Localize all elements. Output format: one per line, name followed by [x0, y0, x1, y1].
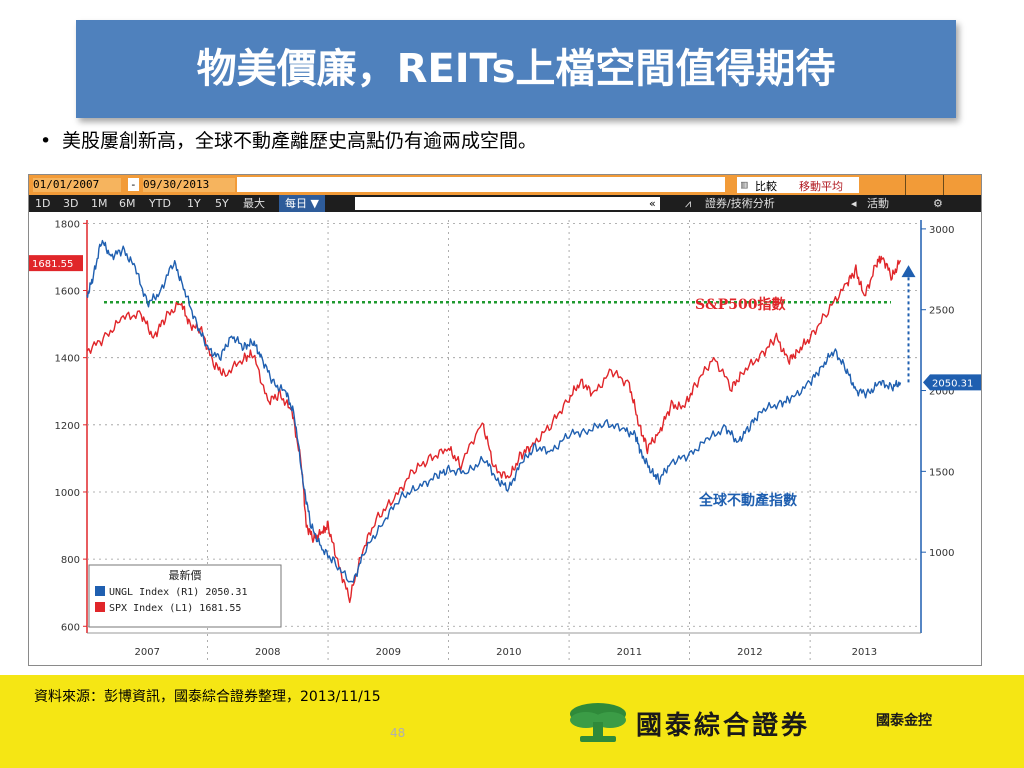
x-tick-label: 2011 — [617, 647, 642, 658]
price-chart: 600 800 1000 1200 1400 1600 1800 1000 1500 2000 25… — [29, 219, 981, 663]
source-note: 資料來源：彭博資訊，國泰綜合證券整理，2013/11/15 — [34, 689, 381, 705]
ungl-annotation: 全球不動產指數 — [698, 492, 797, 509]
period-1y-button[interactable]: 1Y — [187, 197, 201, 210]
page-number: 48 — [390, 726, 406, 740]
right-tick-label: 1500 — [929, 467, 954, 478]
brand-parent: 國泰金控 — [876, 713, 932, 729]
bullet-item: • 美股屢創新高，全球不動產離歷史高點仍有逾兩成空間。 — [40, 126, 537, 153]
period-1m-button[interactable]: 1M — [91, 197, 108, 210]
bullet-dot-icon: • — [40, 130, 52, 152]
compare-button[interactable]: 比較 — [755, 180, 777, 193]
footer-bar — [0, 675, 1024, 768]
bullet-text: 美股屢創新高，全球不動產離歷史高點仍有逾兩成空間。 — [62, 130, 538, 152]
analysis-button[interactable]: 證券/技術分析 — [705, 197, 775, 210]
legend-title: 最新價 — [169, 568, 202, 582]
right-current-value: 2050.31 — [932, 378, 973, 389]
left-current-value: 1681.55 — [32, 259, 73, 270]
legend-label: UNGL Index (R1) 2050.31 — [109, 587, 247, 598]
cathay-tree-logo-icon — [570, 703, 626, 742]
series-line-ungl — [86, 239, 902, 583]
legend-swatch — [95, 586, 105, 596]
left-tick-label: 1000 — [55, 488, 80, 499]
title-box: 物美價廉，REITs上檔空間值得期待 — [76, 20, 956, 118]
period-ytd-button[interactable]: YTD — [149, 197, 171, 210]
slide-title: 物美價廉，REITs上檔空間值得期待 — [196, 46, 836, 92]
activity-button[interactable]: 活動 — [867, 197, 889, 210]
legend-box — [88, 564, 282, 628]
left-tick-label: 600 — [61, 622, 80, 633]
right-tick-label: 3000 — [929, 225, 954, 236]
toolbar-blank-field — [355, 197, 660, 210]
left-tick-label: 800 — [61, 555, 80, 566]
spx-annotation: S&P500指數 — [695, 296, 786, 313]
period-3d-button[interactable]: 3D — [63, 197, 79, 210]
legend-label: SPX Index (L1) 1681.55 — [109, 603, 241, 614]
date-separator: - — [128, 178, 139, 191]
compare-icon: ▥ — [741, 178, 748, 191]
date-bar-blank — [237, 177, 725, 192]
toolbar-period-bar: 1D 3D 1M 6M YTD 1Y 5Y 最大 每日 ▼ « ⩘ 證券/技術分… — [29, 195, 981, 212]
frequency-dropdown[interactable]: 每日 ▼ — [279, 195, 325, 212]
left-tick-label: 1600 — [55, 287, 80, 298]
right-tick-label: 2500 — [929, 306, 954, 317]
x-tick-label: 2007 — [135, 647, 160, 658]
date-from-field[interactable]: 01/01/2007 — [33, 178, 121, 192]
analysis-chart-icon: ⩘ — [685, 197, 692, 210]
legend-swatch — [95, 602, 105, 612]
period-6m-button[interactable]: 6M — [119, 197, 136, 210]
right-tick-label: 2000 — [929, 387, 954, 398]
upside-arrow-icon — [901, 265, 916, 278]
settings-gear-icon[interactable]: ⚙ — [933, 197, 943, 210]
x-tick-label: 2010 — [496, 647, 521, 658]
period-1d-button[interactable]: 1D — [35, 197, 51, 210]
scroll-arrow-button[interactable]: « — [649, 197, 656, 210]
left-current-badge — [29, 255, 83, 272]
x-tick-label: 2013 — [852, 647, 877, 658]
left-tick-label: 1400 — [55, 354, 80, 365]
period-max-button[interactable]: 最大 — [243, 197, 265, 210]
brand-name: 國泰綜合證券 — [636, 711, 811, 741]
compare-box — [737, 177, 859, 193]
date-to-field[interactable]: 09/30/2013 — [143, 178, 235, 192]
x-tick-label: 2012 — [737, 647, 762, 658]
toolbar-date-bar: 01/01/2007 - 09/30/2013 ▥ 比較 移動平均 — [29, 175, 981, 195]
period-5y-button[interactable]: 5Y — [215, 197, 229, 210]
right-current-badge — [923, 374, 981, 391]
x-tick-label: 2009 — [376, 647, 401, 658]
activity-icon: ◂ — [851, 197, 857, 210]
right-tick-label: 1000 — [929, 548, 954, 559]
plot-area — [87, 220, 921, 633]
x-tick-label: 2008 — [255, 647, 280, 658]
series-line-spx — [86, 255, 902, 604]
moving-average-button[interactable]: 移動平均 — [799, 180, 843, 193]
left-tick-label: 1200 — [55, 421, 80, 432]
chart-frame: 01/01/2007 - 09/30/2013 ▥ 比較 移動平均 1D 3D … — [28, 174, 982, 666]
left-tick-label: 1800 — [55, 219, 80, 230]
